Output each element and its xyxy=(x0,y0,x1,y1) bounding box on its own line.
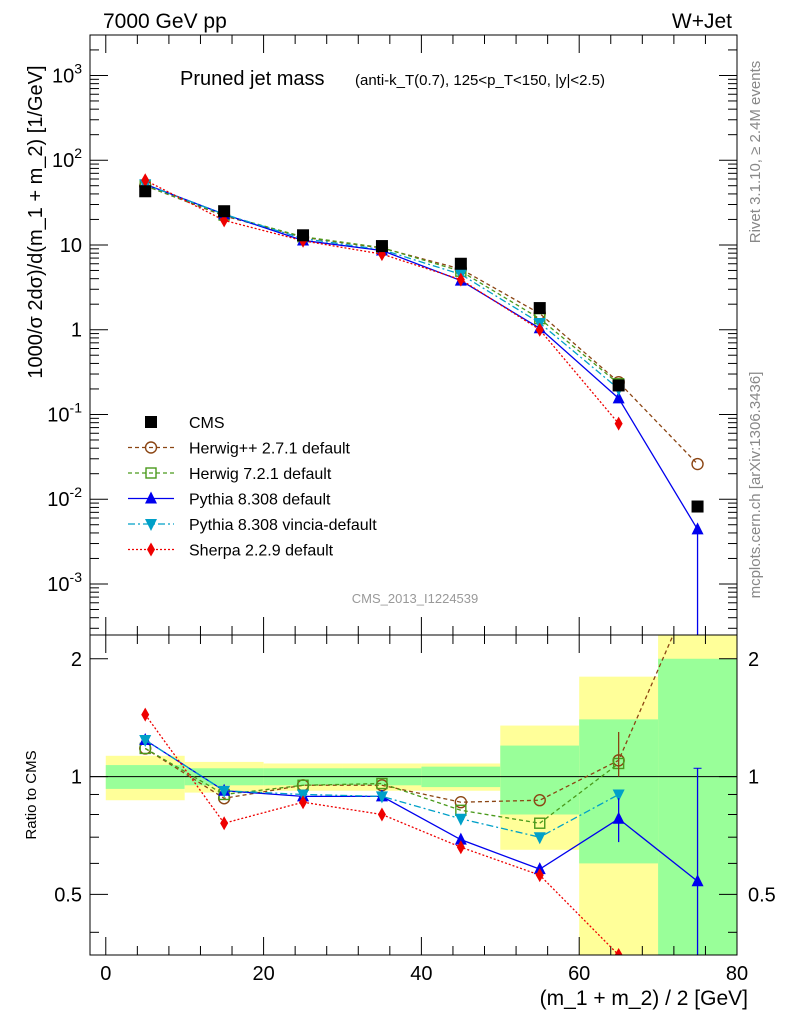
legend-marker xyxy=(144,441,158,454)
legend-marker xyxy=(147,542,155,557)
rivet-version: Rivet 3.1.10, ≥ 2.4M events xyxy=(747,61,764,244)
main-series-group xyxy=(139,173,704,635)
series-line xyxy=(145,185,620,385)
x-tick-label: 40 xyxy=(410,963,432,985)
ratio-point xyxy=(612,789,625,802)
cms-data-point xyxy=(454,257,467,270)
series-point xyxy=(612,391,625,404)
y-tick-label: 10-1 xyxy=(47,399,82,426)
ratio-band-inner xyxy=(500,745,580,815)
ratio-point xyxy=(454,813,467,826)
series-point xyxy=(141,173,150,188)
ratio-series-group xyxy=(139,635,704,955)
main-panel-frame xyxy=(89,34,738,636)
legend-marker xyxy=(145,416,157,428)
analysis-label: CMS_2013_I1224539 xyxy=(352,591,479,606)
legend-label: Pythia 8.308 default xyxy=(189,492,331,509)
ratio-point xyxy=(139,735,152,748)
ratio-tick-label: 2 xyxy=(71,649,82,671)
legend-marker xyxy=(145,491,157,504)
x-axis-title: (m_1 + m_2) / 2 [GeV] xyxy=(540,987,748,1010)
ratio-point xyxy=(220,816,229,831)
legend-label: Herwig++ 2.7.1 default xyxy=(189,441,351,458)
ratio-point xyxy=(534,817,546,829)
ratio-tick-label: 0.5 xyxy=(54,884,82,906)
y-tick-label: 10-2 xyxy=(47,484,82,511)
y-tick-label: 10-3 xyxy=(47,569,82,596)
cms-data-point xyxy=(691,500,704,513)
ratio-point xyxy=(533,794,546,807)
ratio-axis-title: Ratio to CMS xyxy=(23,750,40,839)
y-tick-label: 103 xyxy=(52,60,82,87)
legend-label: Herwig 7.2.1 default xyxy=(189,466,332,483)
ratio-point xyxy=(218,785,231,798)
cms-data-point xyxy=(139,185,152,198)
x-tick-label: 80 xyxy=(726,963,748,985)
cms-data-point xyxy=(218,205,231,218)
ratio-point xyxy=(614,948,623,955)
cms-data-point xyxy=(612,379,625,392)
series-point xyxy=(614,416,623,431)
ratio-panel-frame xyxy=(89,634,738,956)
ratio-point xyxy=(141,707,150,722)
ratio-tick-label: 1 xyxy=(71,767,82,789)
x-tick-label: 60 xyxy=(568,963,590,985)
y-tick-label: 102 xyxy=(52,145,82,172)
legend-label: CMS xyxy=(189,415,225,432)
series-line xyxy=(144,179,620,425)
plot-subtitle: (anti-k_T(0.7), 125<p_T<150, |y|<2.5) xyxy=(355,72,605,89)
ratio-tick-label: 2 xyxy=(748,649,759,671)
legend-label: Sherpa 2.2.9 default xyxy=(189,543,334,560)
ratio-point xyxy=(456,840,465,855)
series-line xyxy=(145,183,620,390)
header-channel: W+Jet xyxy=(672,10,732,33)
ratio-point xyxy=(533,832,546,845)
plot-title: Pruned jet mass xyxy=(180,68,325,90)
cms-data-point xyxy=(375,240,388,253)
x-tick-label: 20 xyxy=(252,963,274,985)
cms-data-point xyxy=(297,229,310,242)
x-tick-label: 0 xyxy=(100,963,111,985)
header-process: 7000 GeV pp xyxy=(103,10,227,33)
ratio-tick-label: 0.5 xyxy=(748,884,776,906)
cms-data-point xyxy=(533,302,546,315)
y-tick-label: 10 xyxy=(60,235,82,257)
legend-marker xyxy=(145,519,157,531)
ratio-point xyxy=(454,796,468,809)
legend-marker xyxy=(145,467,157,479)
ratio-point xyxy=(454,832,467,845)
series-point xyxy=(535,322,544,337)
series-layer xyxy=(139,173,704,955)
y-axis-title: 1000/σ 2dσ)/d(m_1 + m_2) [1/GeV] xyxy=(25,65,47,378)
ratio-series-line xyxy=(144,635,674,803)
ratio-point xyxy=(299,795,308,810)
ratio-point xyxy=(376,777,388,790)
series-point xyxy=(691,522,704,535)
legend-label: Pythia 8.308 vincia-default xyxy=(189,517,377,534)
ratio-point xyxy=(535,868,544,883)
y-tick-label: 1 xyxy=(71,320,82,342)
series-point xyxy=(456,272,465,287)
ratio-tick-label: 1 xyxy=(748,767,759,789)
ratio-point xyxy=(375,791,388,804)
mcplots-credit: mcplots.cern.ch [arXiv:1306.3436] xyxy=(747,372,764,599)
ratio-panel-bands xyxy=(90,635,737,955)
ratio-point xyxy=(377,807,386,822)
series-point xyxy=(691,457,704,471)
series-line xyxy=(144,185,699,465)
legend: CMS Herwig++ 2.7.1 default Herwig 7.2.1 de… xyxy=(128,415,377,560)
series-line xyxy=(145,183,699,530)
